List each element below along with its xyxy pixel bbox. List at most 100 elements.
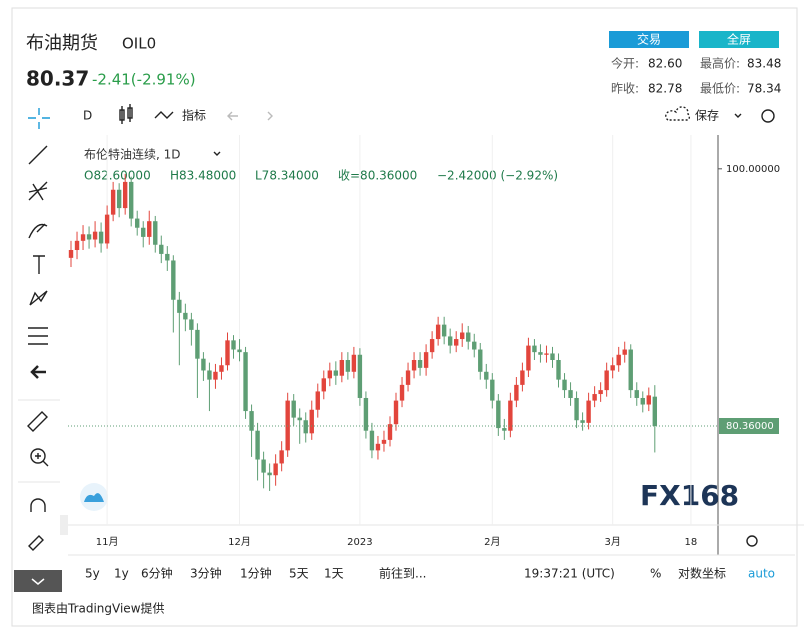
candle-body: [526, 345, 531, 371]
candle-body: [568, 390, 573, 398]
candle-body: [68, 250, 74, 258]
x-tick-label: 2023: [347, 537, 372, 548]
candle-body: [556, 360, 561, 380]
candle-body: [580, 420, 585, 423]
candle-body: [502, 428, 507, 431]
candle-body: [237, 349, 242, 353]
log-scale[interactable]: 对数坐标: [678, 566, 726, 581]
candle-body: [538, 352, 543, 355]
candle-body: [135, 218, 140, 228]
stat-label: 最高价:: [700, 56, 740, 71]
candle-body: [574, 397, 579, 421]
frame: [11, 7, 798, 627]
collapse-icon[interactable]: [31, 578, 45, 585]
candle-body: [189, 319, 194, 330]
candle-body: [453, 339, 459, 346]
candle-body: [80, 234, 86, 241]
legend-close: 收=80.36000: [338, 169, 417, 183]
candle-body: [279, 450, 284, 464]
candle-body: [207, 370, 212, 380]
candle-body: [285, 400, 290, 451]
candle-body: [423, 352, 429, 368]
candle-body: [447, 336, 453, 346]
footer: 图表由TradingView提供: [32, 601, 165, 616]
candle-body: [333, 370, 339, 376]
candle-body: [291, 400, 296, 418]
stat-value: 83.48: [747, 57, 781, 71]
left-toolbar[interactable]: [27, 108, 50, 551]
range[interactable]: 1分钟: [240, 566, 272, 581]
interval[interactable]: D: [83, 109, 92, 123]
range[interactable]: 1y: [114, 567, 129, 581]
candle-body: [74, 240, 80, 250]
candle-body: [128, 181, 134, 219]
candle-body: [141, 227, 146, 237]
candle-body: [255, 430, 260, 460]
x-tick-label: 12月: [228, 536, 251, 548]
candle-body: [297, 417, 302, 421]
range[interactable]: 3分钟: [190, 566, 222, 581]
candle-body: [466, 332, 471, 342]
candle-body: [231, 340, 236, 350]
save[interactable]: 保存: [695, 109, 719, 123]
axis-settings[interactable]: [746, 535, 758, 547]
save-menu[interactable]: [734, 113, 742, 118]
percent[interactable]: %: [650, 567, 661, 581]
candle-body: [104, 214, 110, 244]
trade-label[interactable]: 交易: [637, 32, 661, 47]
fullscreen-button[interactable]: [699, 31, 779, 48]
legend-open: O82.60000: [84, 169, 151, 183]
candle-body: [652, 396, 658, 426]
side-tab[interactable]: [60, 515, 68, 535]
candle-body: [225, 340, 230, 366]
legend-menu[interactable]: [213, 151, 221, 156]
indicators[interactable]: 指标: [182, 108, 206, 123]
candle-body: [345, 360, 351, 372]
candle-body: [339, 360, 345, 376]
indicator-icon[interactable]: [154, 111, 174, 119]
range[interactable]: 6分钟: [141, 566, 173, 581]
watermark: FX168: [640, 479, 739, 512]
trade-button[interactable]: [609, 31, 689, 48]
candle-body: [315, 391, 320, 410]
candle-body: [86, 234, 92, 240]
candle-body: [478, 349, 483, 372]
goto[interactable]: 前往到...: [379, 566, 426, 581]
last-price-label: 80.36000: [726, 421, 774, 432]
candle-body: [213, 371, 218, 380]
x-tick-label: 2月: [484, 536, 500, 548]
candle-body: [496, 400, 501, 429]
candle-body: [544, 353, 549, 355]
last-price-box: [719, 418, 779, 434]
settings-icon[interactable]: [761, 109, 775, 123]
candle-body: [634, 390, 639, 398]
legend-low: L78.34000: [255, 169, 319, 183]
candle-body: [508, 400, 513, 431]
range[interactable]: 5天: [289, 567, 309, 581]
candle-body: [201, 358, 206, 371]
collapse-button[interactable]: [14, 570, 62, 592]
candle-body: [243, 352, 248, 412]
legend-symbol: 布伦特油连续, 1D: [84, 147, 181, 162]
undo-redo[interactable]: [227, 111, 273, 121]
candle-body: [195, 329, 200, 359]
x-tick-label: 18: [685, 537, 698, 548]
candle-body: [472, 341, 477, 350]
candle-body: [393, 400, 399, 425]
candle-body: [604, 370, 609, 391]
auto-scale[interactable]: auto: [748, 567, 775, 581]
clock: 19:37:21 (UTC): [524, 567, 615, 581]
candle-body: [92, 231, 98, 240]
candle-body: [387, 424, 393, 440]
candle-body: [622, 349, 627, 355]
x-tick-label: 11月: [96, 536, 119, 548]
range[interactable]: 5y: [85, 567, 100, 581]
candle-body: [321, 378, 326, 392]
candle-body: [267, 472, 272, 476]
candle-body: [116, 189, 122, 209]
fullscreen-label[interactable]: 全屏: [727, 32, 751, 47]
candle-icon[interactable]: [119, 104, 133, 124]
range[interactable]: 1天: [324, 567, 344, 581]
candle-body: [598, 390, 603, 395]
